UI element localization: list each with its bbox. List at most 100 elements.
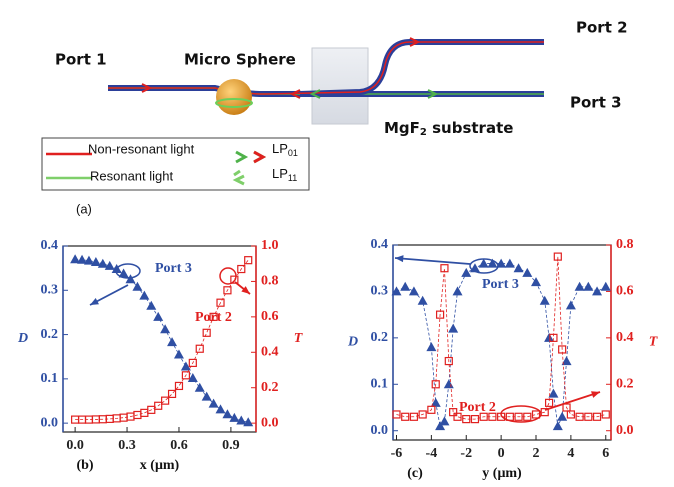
point (522, 268, 532, 277)
x-tick-label: 2 (533, 446, 540, 461)
subscript: 01 (288, 148, 298, 158)
sphere-label: Micro Sphere (184, 51, 296, 69)
x-tick-label: 4 (567, 446, 574, 461)
y2-tick-label: 0.4 (261, 345, 279, 360)
y2-axis-label: T (294, 331, 304, 346)
y2-axis-label: T (649, 335, 659, 350)
y2-tick-label: 0.0 (261, 415, 279, 430)
annotation: Port 2 (459, 400, 496, 415)
y2-tick-label: 0.2 (616, 377, 634, 392)
text: MgF (384, 119, 420, 137)
x-tick-label: 0.3 (118, 438, 136, 453)
y-axis-label: D (347, 335, 358, 350)
point (400, 282, 410, 291)
point (141, 409, 148, 416)
text: LP (272, 166, 288, 181)
panel-label: (b) (76, 458, 93, 473)
point (448, 324, 458, 333)
substrate-label: MgF2 substrate (384, 119, 513, 139)
schematic: Port 1 Micro Sphere Port 2 Port 3 MgF2 s… (42, 19, 628, 217)
substrate-block (312, 48, 368, 124)
y-tick-label: 0.4 (41, 238, 59, 253)
y2-tick-label: 0.2 (261, 380, 279, 395)
point (160, 324, 170, 333)
y-tick-label: 0.1 (41, 371, 59, 386)
panel-label: (c) (407, 466, 423, 481)
x-tick-label: 6 (602, 446, 609, 461)
point (514, 263, 524, 272)
y2-tick-label: 0.8 (261, 274, 279, 289)
point (540, 296, 550, 305)
y-tick-label: 0.1 (371, 377, 389, 392)
y-tick-label: 0.2 (41, 327, 59, 342)
point (146, 301, 156, 310)
x-tick-label: -2 (460, 446, 472, 461)
point (139, 291, 149, 300)
point (426, 342, 436, 351)
point (553, 421, 563, 430)
annotation-ring (501, 406, 541, 422)
annotation-arrow (395, 258, 470, 264)
point (583, 282, 593, 291)
y2-tick-label: 0.6 (616, 284, 634, 299)
point (453, 286, 463, 295)
point (602, 411, 609, 418)
text: LP (272, 141, 288, 156)
point (575, 282, 585, 291)
port-label: Port 2 (576, 19, 628, 37)
x-tick-label: 0.6 (170, 438, 188, 453)
point (245, 257, 252, 264)
y-tick-label: 0.0 (371, 423, 389, 438)
x-tick-label: -4 (426, 446, 438, 461)
point (444, 379, 454, 388)
y-tick-label: 0.2 (371, 330, 389, 345)
point (167, 337, 177, 346)
panel-label: (a) (76, 201, 92, 216)
subscript: 11 (288, 173, 297, 183)
y2-tick-label: 1.0 (261, 238, 279, 253)
x-axis-label: y (μm) (482, 466, 522, 481)
y-tick-label: 0.3 (371, 284, 389, 299)
legend-text: Resonant light (90, 168, 173, 183)
arrowhead (591, 391, 600, 398)
port-label: Port 3 (570, 94, 622, 112)
point (592, 286, 602, 295)
y2-tick-label: 0.8 (616, 237, 634, 252)
y2-tick-label: 0.6 (261, 309, 279, 324)
x-tick-label: 0.0 (66, 438, 84, 453)
chart: -6 -4 -2 0 2 4 6 0.0 0.1 0.2 0.3 0.4 0.0 0.2 0.4 0.6 0.8… (347, 237, 659, 481)
annotation: Port 3 (155, 261, 192, 276)
point (174, 350, 184, 359)
annotation: Port 2 (195, 310, 232, 325)
y-tick-label: 0.3 (41, 283, 59, 298)
point (601, 282, 611, 291)
x-axis-label: x (μm) (140, 458, 180, 473)
series-line (75, 260, 248, 419)
x-tick-label: 0 (498, 446, 505, 461)
point (203, 329, 210, 336)
point (567, 411, 574, 418)
subscript: 2 (420, 127, 427, 138)
point (557, 412, 567, 421)
microsphere (216, 79, 252, 115)
point (533, 411, 540, 418)
annotation: Port 3 (482, 277, 519, 292)
point (461, 268, 471, 277)
point (202, 392, 212, 401)
arrowhead (395, 255, 404, 262)
chart: 0.00.30.60.90.00.10.20.30.40.00.20.40.60… (17, 238, 304, 473)
y2-tick-label: 0.4 (616, 330, 634, 345)
y-axis-label: D (17, 331, 28, 346)
point (153, 312, 163, 321)
port-label: Port 1 (55, 51, 107, 69)
point (439, 416, 449, 425)
x-tick-label: -6 (391, 446, 403, 461)
point (505, 259, 515, 268)
point (566, 300, 576, 309)
text: substrate (427, 119, 514, 137)
y2-tick-label: 0.0 (616, 423, 634, 438)
legend-text: Non-resonant light (88, 141, 195, 156)
y-tick-label: 0.4 (371, 237, 389, 252)
point (409, 286, 419, 295)
x-tick-label: 0.9 (222, 438, 240, 453)
